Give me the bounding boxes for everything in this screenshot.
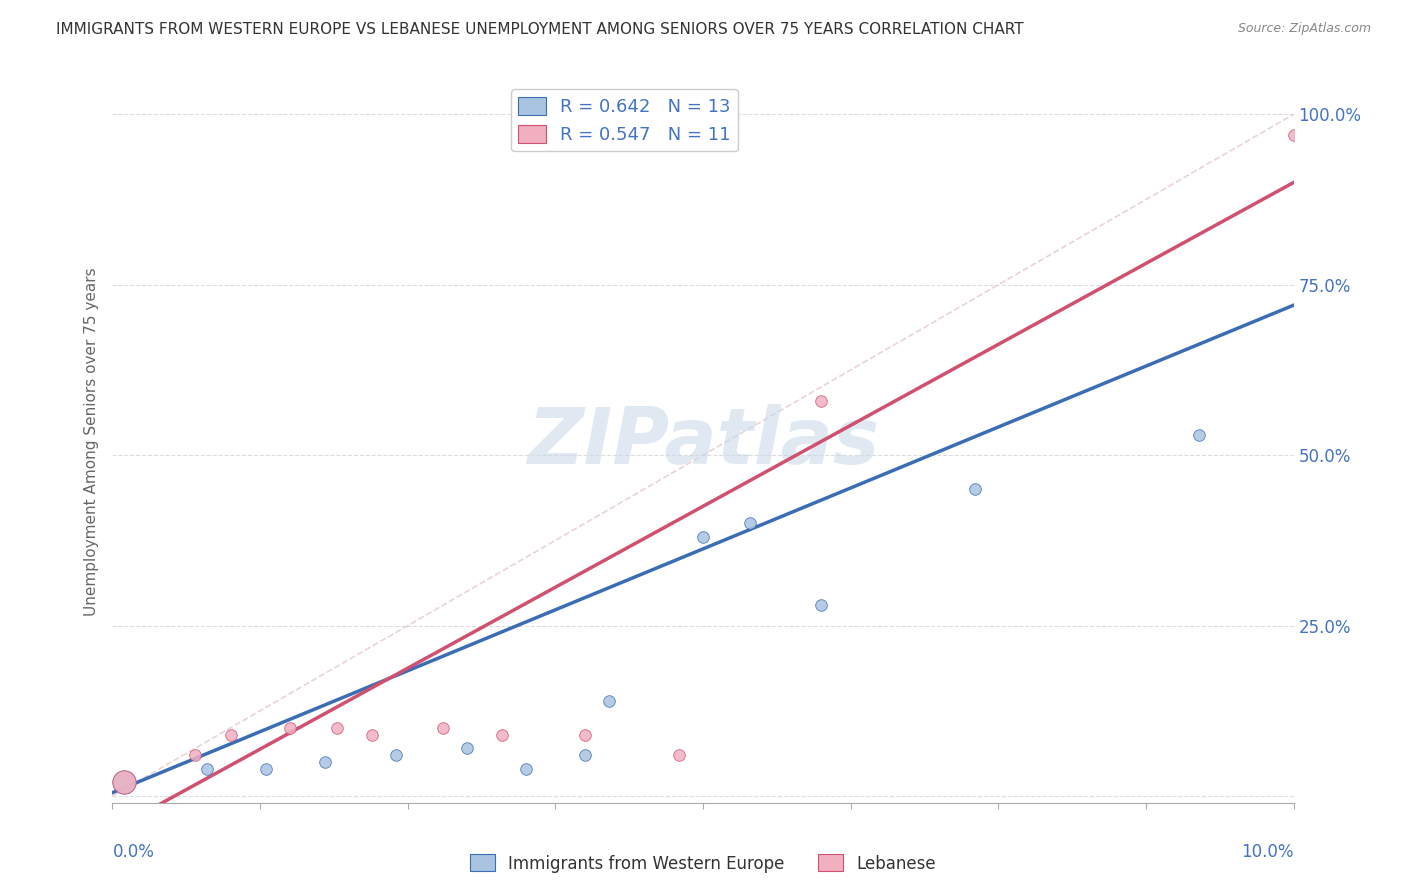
Point: [1282, 128, 1305, 142]
Point: [112, 775, 135, 789]
Point: [491, 728, 513, 742]
Point: [326, 721, 349, 735]
Text: 0.0%: 0.0%: [112, 843, 155, 861]
Point: [1188, 427, 1211, 442]
Point: [254, 762, 277, 776]
Point: [692, 530, 714, 544]
Point: [810, 393, 832, 408]
Text: IMMIGRANTS FROM WESTERN EUROPE VS LEBANESE UNEMPLOYMENT AMONG SENIORS OVER 75 YE: IMMIGRANTS FROM WESTERN EUROPE VS LEBANE…: [56, 22, 1024, 37]
Point: [574, 728, 596, 742]
Point: [515, 762, 537, 776]
Point: [598, 693, 620, 707]
Legend: R = 0.642   N = 13, R = 0.547   N = 11: R = 0.642 N = 13, R = 0.547 N = 11: [512, 89, 738, 152]
Point: [195, 762, 218, 776]
Legend: Immigrants from Western Europe, Lebanese: Immigrants from Western Europe, Lebanese: [464, 847, 942, 880]
Point: [361, 728, 384, 742]
Point: [385, 748, 408, 763]
Text: Source: ZipAtlas.com: Source: ZipAtlas.com: [1237, 22, 1371, 36]
Text: ZIPatlas: ZIPatlas: [527, 403, 879, 480]
Point: [963, 482, 986, 496]
Point: [810, 598, 832, 612]
Point: [432, 721, 454, 735]
Point: [219, 728, 242, 742]
Y-axis label: Unemployment Among Seniors over 75 years: Unemployment Among Seniors over 75 years: [83, 268, 98, 615]
Point: [112, 775, 135, 789]
Point: [740, 516, 762, 531]
Point: [184, 748, 207, 763]
Text: 10.0%: 10.0%: [1241, 843, 1294, 861]
Point: [574, 748, 596, 763]
Point: [314, 755, 336, 769]
Point: [278, 721, 301, 735]
Point: [668, 748, 690, 763]
Point: [456, 741, 478, 756]
